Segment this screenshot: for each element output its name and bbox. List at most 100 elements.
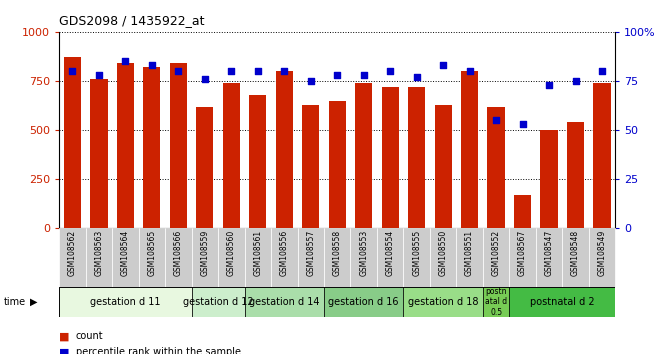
Bar xyxy=(196,107,213,228)
Text: GSM108558: GSM108558 xyxy=(333,230,342,276)
Text: postn
atal d
0.5: postn atal d 0.5 xyxy=(485,287,507,317)
Text: time: time xyxy=(3,297,26,307)
Bar xyxy=(90,79,107,228)
Point xyxy=(305,78,316,84)
Bar xyxy=(457,228,483,287)
Text: ■: ■ xyxy=(59,347,70,354)
Bar xyxy=(483,287,509,317)
Bar xyxy=(139,228,165,287)
Text: ▶: ▶ xyxy=(30,297,38,307)
Bar xyxy=(403,287,483,317)
Text: GSM108550: GSM108550 xyxy=(439,230,447,276)
Bar xyxy=(434,104,452,228)
Point xyxy=(491,118,501,123)
Point xyxy=(67,68,78,74)
Bar xyxy=(377,228,403,287)
Bar xyxy=(567,122,584,228)
Bar xyxy=(382,87,399,228)
Bar xyxy=(276,71,293,228)
Bar xyxy=(297,228,324,287)
Text: gestation d 16: gestation d 16 xyxy=(328,297,399,307)
Point xyxy=(411,74,422,80)
Bar xyxy=(514,195,531,228)
Bar xyxy=(165,228,191,287)
Point xyxy=(147,62,157,68)
Text: gestation d 12: gestation d 12 xyxy=(183,297,253,307)
Text: gestation d 18: gestation d 18 xyxy=(408,297,478,307)
Bar xyxy=(86,228,112,287)
Text: count: count xyxy=(76,331,103,341)
Bar xyxy=(594,83,611,228)
Text: GSM108563: GSM108563 xyxy=(95,230,103,276)
Text: GSM108557: GSM108557 xyxy=(306,230,315,276)
Text: gestation d 11: gestation d 11 xyxy=(90,297,161,307)
Text: GSM108565: GSM108565 xyxy=(147,230,157,276)
Point xyxy=(570,78,581,84)
Point xyxy=(544,82,554,88)
Text: GSM108555: GSM108555 xyxy=(412,230,421,276)
Text: GSM108551: GSM108551 xyxy=(465,230,474,276)
Bar xyxy=(59,287,191,317)
Text: ■: ■ xyxy=(59,331,70,341)
Bar xyxy=(191,228,218,287)
Point xyxy=(279,68,290,74)
Bar xyxy=(249,95,266,228)
Bar xyxy=(302,104,319,228)
Bar xyxy=(408,87,425,228)
Point xyxy=(226,68,237,74)
Point xyxy=(597,68,607,74)
Text: GDS2098 / 1435922_at: GDS2098 / 1435922_at xyxy=(59,13,205,27)
Bar xyxy=(59,228,86,287)
Text: gestation d 14: gestation d 14 xyxy=(249,297,320,307)
Text: GSM108549: GSM108549 xyxy=(597,230,607,276)
Bar xyxy=(430,228,457,287)
Bar xyxy=(143,67,161,228)
Bar xyxy=(536,228,563,287)
Bar xyxy=(218,228,245,287)
Text: GSM108548: GSM108548 xyxy=(571,230,580,276)
Bar xyxy=(324,228,351,287)
Bar xyxy=(328,101,346,228)
Bar xyxy=(403,228,430,287)
Point xyxy=(199,76,210,82)
Bar xyxy=(509,287,615,317)
Point xyxy=(438,62,448,68)
Bar xyxy=(355,83,372,228)
Point xyxy=(120,58,131,64)
Bar xyxy=(170,63,187,228)
Text: GSM108552: GSM108552 xyxy=(492,230,501,276)
Text: GSM108559: GSM108559 xyxy=(200,230,209,276)
Bar xyxy=(509,228,536,287)
Point xyxy=(359,72,369,78)
Bar xyxy=(540,130,557,228)
Bar xyxy=(488,107,505,228)
Bar xyxy=(271,228,297,287)
Bar xyxy=(191,287,245,317)
Text: postnatal d 2: postnatal d 2 xyxy=(530,297,595,307)
Point xyxy=(465,68,475,74)
Text: percentile rank within the sample: percentile rank within the sample xyxy=(76,347,241,354)
Point xyxy=(93,72,104,78)
Bar xyxy=(64,57,81,228)
Text: GSM108556: GSM108556 xyxy=(280,230,289,276)
Bar xyxy=(589,228,615,287)
Point xyxy=(253,68,263,74)
Bar xyxy=(245,228,271,287)
Text: GSM108564: GSM108564 xyxy=(121,230,130,276)
Bar xyxy=(222,83,240,228)
Bar xyxy=(483,228,509,287)
Text: GSM108561: GSM108561 xyxy=(253,230,263,276)
Bar xyxy=(563,228,589,287)
Text: GSM108560: GSM108560 xyxy=(227,230,236,276)
Bar xyxy=(245,287,324,317)
Point xyxy=(173,68,184,74)
Bar xyxy=(351,228,377,287)
Point xyxy=(385,68,395,74)
Bar xyxy=(461,71,478,228)
Text: GSM108567: GSM108567 xyxy=(518,230,527,276)
Point xyxy=(332,72,342,78)
Text: GSM108554: GSM108554 xyxy=(386,230,395,276)
Bar xyxy=(112,228,139,287)
Text: GSM108547: GSM108547 xyxy=(545,230,553,276)
Bar xyxy=(324,287,403,317)
